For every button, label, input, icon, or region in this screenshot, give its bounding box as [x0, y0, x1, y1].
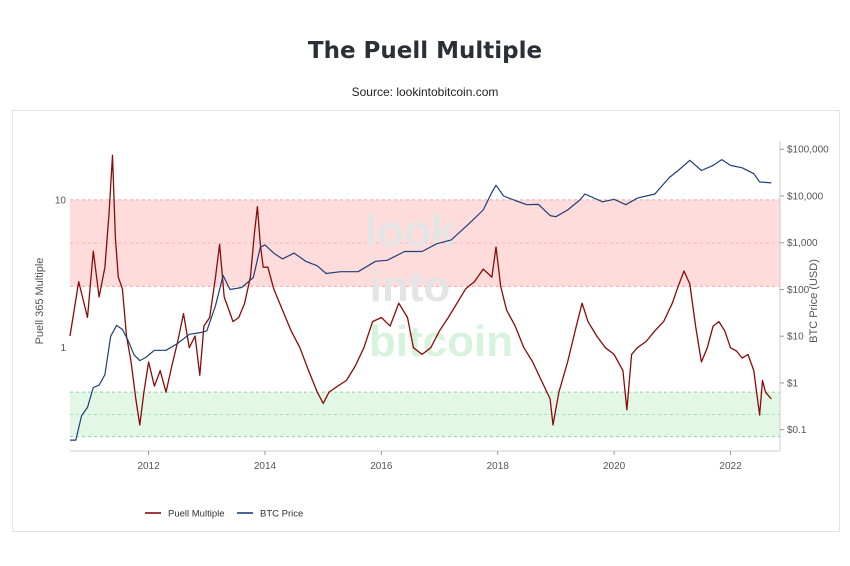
x-tick-label: 2012 [137, 461, 160, 472]
left-tick-label: 1 [60, 343, 66, 354]
right-tick-label: $10 [787, 332, 804, 343]
chart-panel: look into bitcoin 2012 2014 2016 2018 2020 20… [12, 110, 840, 532]
btc-price-line [70, 158, 772, 441]
right-tick-label: $10,000 [787, 191, 824, 202]
axis-ticks: 2012 2014 2016 2018 2020 2022 1 10 $0.1 $1 $10 $100… [55, 145, 829, 472]
page-subtitle: Source: lookintobitcoin.com [351, 85, 499, 99]
right-tick-label: $100,000 [787, 145, 829, 156]
legend-item-puell[interactable]: Puell Multiple [145, 509, 225, 520]
right-axis-label: BTC Price (USD) [808, 259, 820, 343]
series-layer [69, 154, 772, 441]
x-tick-label: 2014 [254, 461, 277, 472]
band-layer [70, 199, 780, 438]
left-tick-label: 10 [55, 195, 67, 206]
right-tick-label: $1 [787, 378, 799, 389]
watermark-line-2: into [370, 262, 451, 311]
puell-multiple-line [69, 154, 772, 426]
puell-multiple-chart: look into bitcoin 2012 2014 2016 2018 2020 20… [34, 141, 829, 520]
legend-label-btc: BTC Price [260, 509, 303, 520]
legend-item-btc[interactable]: BTC Price [237, 509, 303, 520]
watermark-line-1: look [365, 207, 456, 256]
page-title: The Puell Multiple [307, 38, 543, 64]
right-tick-label: $1,000 [787, 238, 818, 249]
left-axis-label: Puell 365 Multiple [34, 258, 46, 345]
legend: Puell Multiple BTC Price [145, 509, 303, 520]
watermark-line-3: bitcoin [369, 317, 513, 366]
right-tick-label: $0.1 [787, 425, 807, 436]
x-tick-label: 2016 [370, 461, 393, 472]
x-tick-label: 2018 [487, 461, 510, 472]
x-tick-label: 2022 [719, 461, 742, 472]
legend-label-puell: Puell Multiple [168, 509, 225, 520]
right-tick-label: $100 [787, 285, 810, 296]
x-tick-label: 2020 [603, 461, 626, 472]
watermark: look into bitcoin [365, 207, 513, 366]
